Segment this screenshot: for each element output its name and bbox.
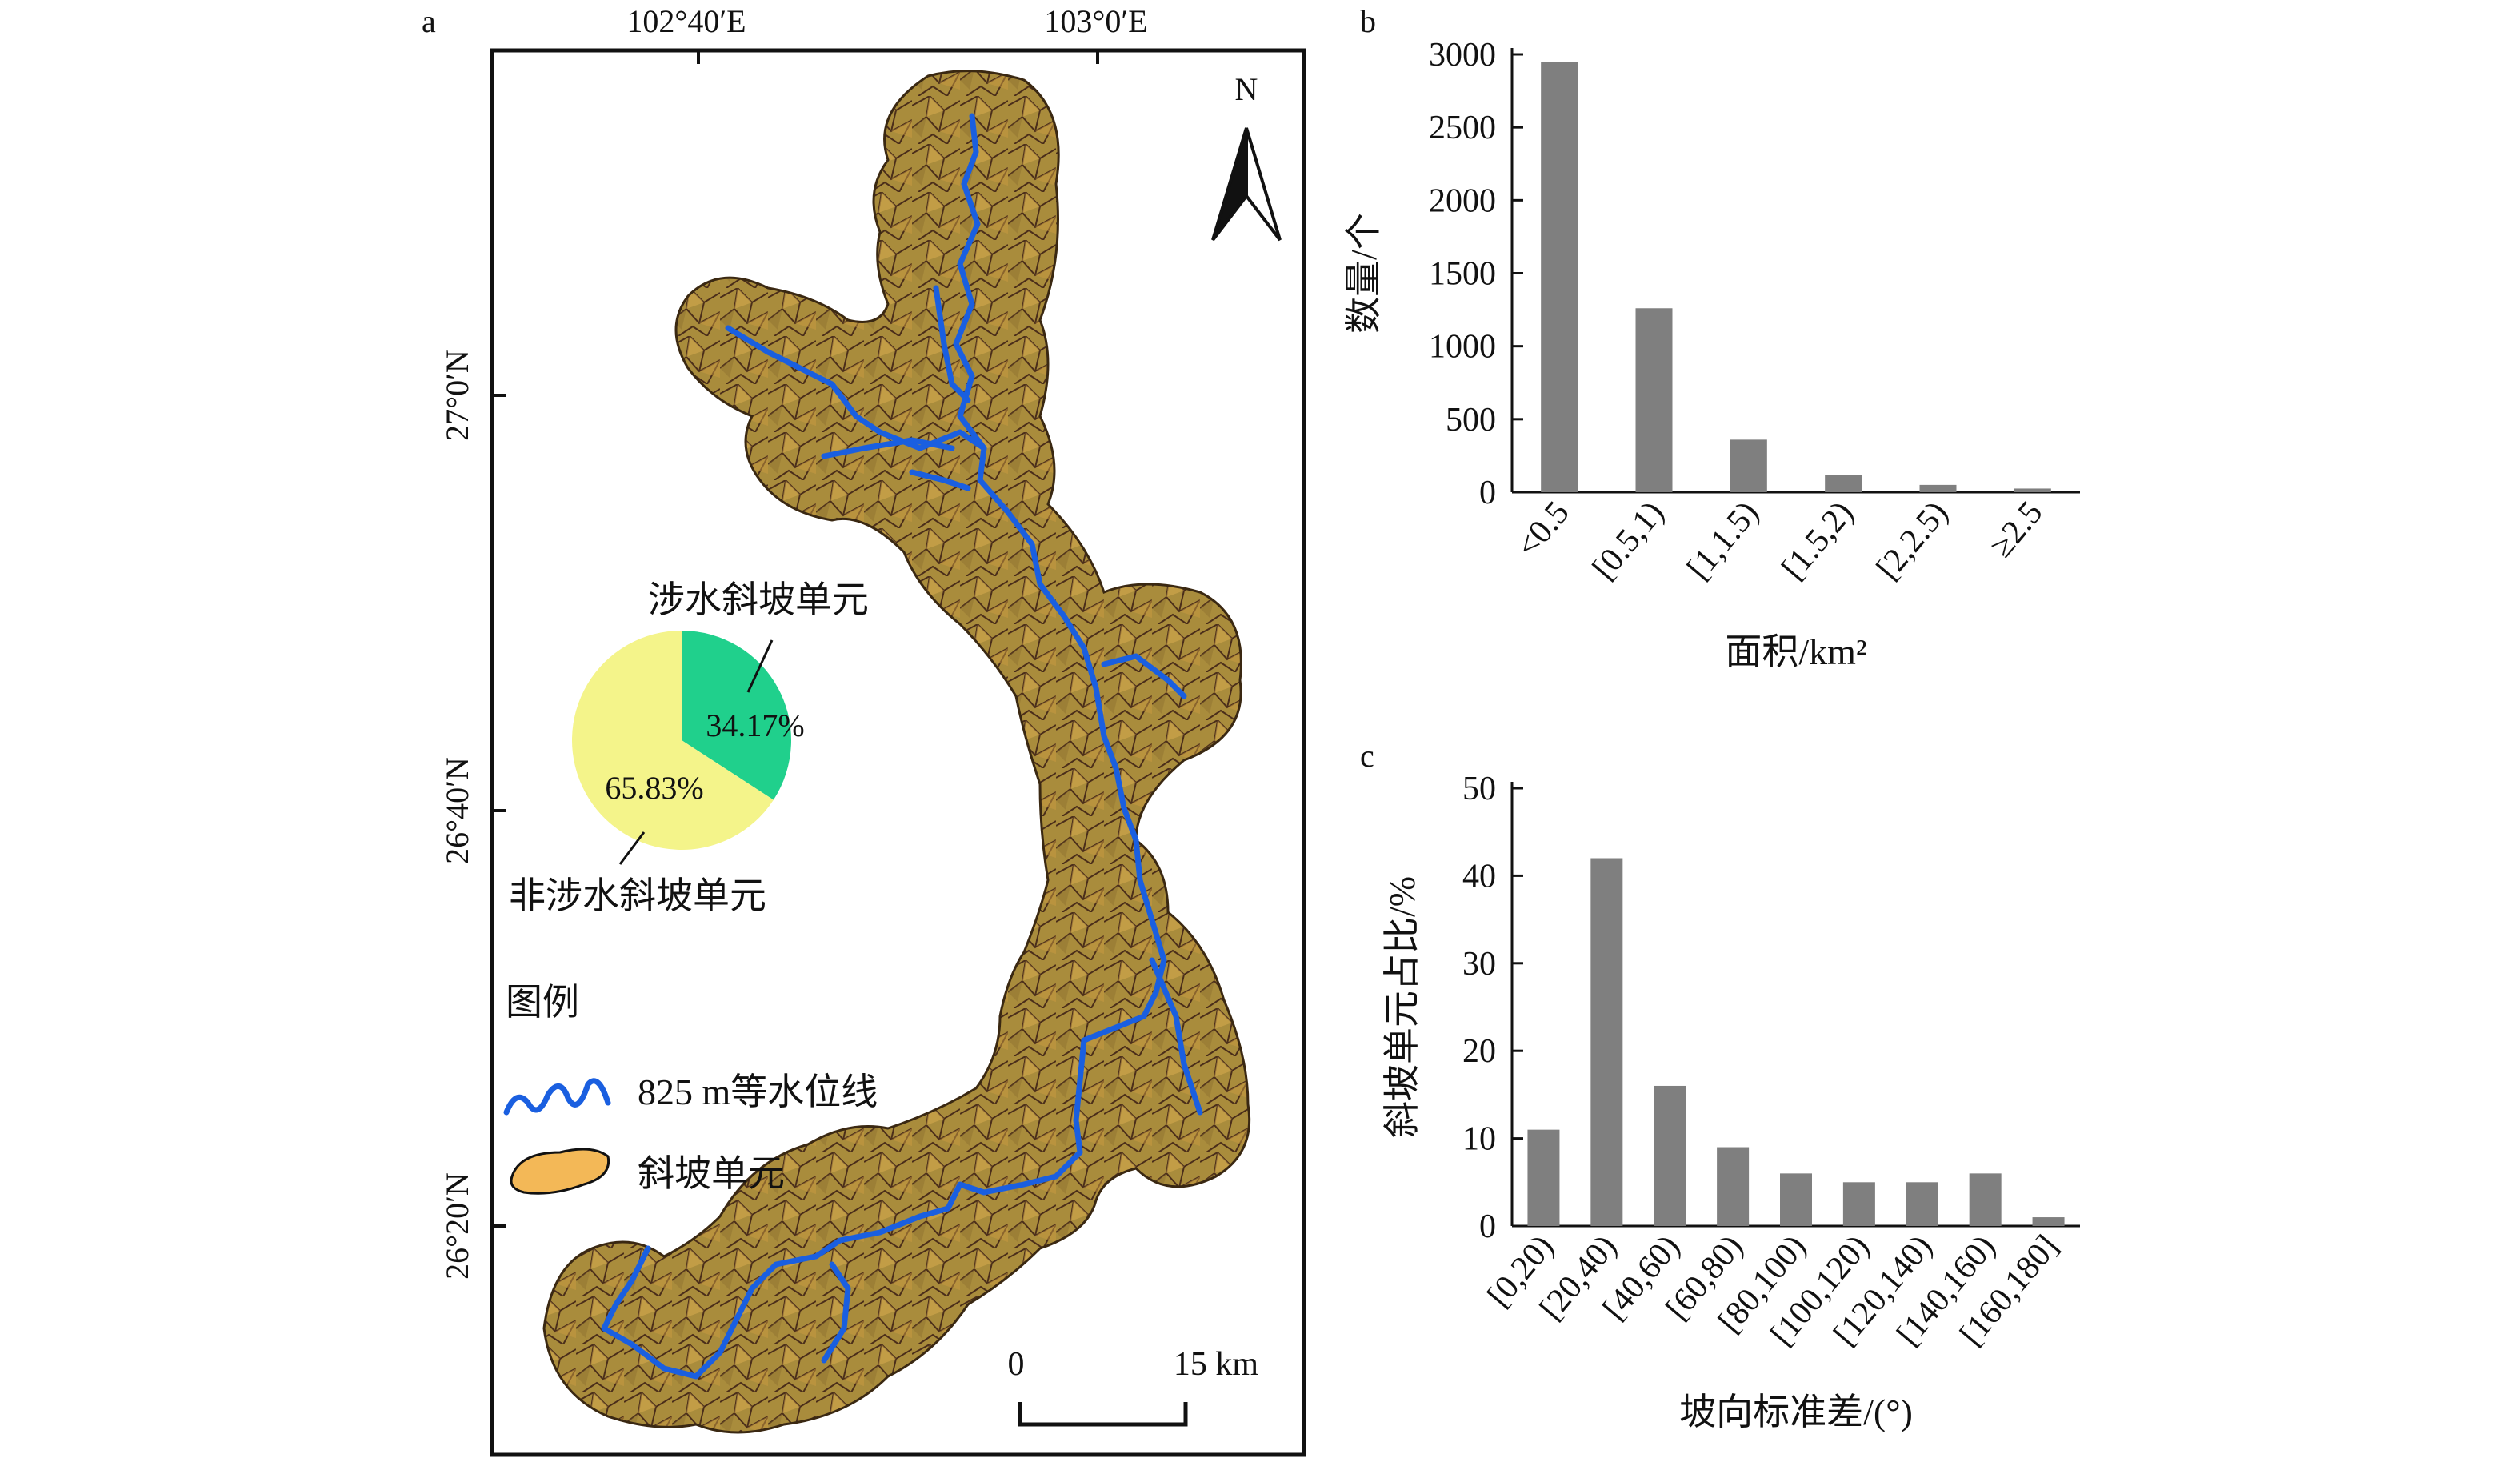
y-tick-label: 2500 [1429, 110, 1496, 146]
map-panel: a 102°40′E 103°0′E 27°0′N 26°40′N 26°20′… [422, 3, 1306, 1457]
y-tick-label: 30 [1462, 946, 1496, 983]
north-label: N [1235, 71, 1258, 107]
scale-label-end: 15 km [1174, 1346, 1259, 1383]
lon-tick-label: 102°40′E [626, 3, 746, 39]
lat-tick-label: 27°0′N [439, 350, 475, 441]
bar [1635, 308, 1673, 492]
bar [1541, 62, 1578, 492]
y-tick-label: 40 [1462, 858, 1496, 895]
bar [1780, 1173, 1812, 1226]
bar [1969, 1173, 2002, 1226]
x-axis-title: 坡向标准差/(°) [1679, 1392, 1913, 1432]
y-tick-label: 1000 [1429, 329, 1496, 366]
pie-label-nonwading: 非涉水斜坡单元 [509, 875, 766, 916]
x-tick-label: [1.5,2) [1775, 495, 1861, 587]
bar [1906, 1182, 1938, 1226]
y-tick-label: 500 [1446, 402, 1496, 439]
y-tick-label: 10 [1462, 1121, 1496, 1158]
pie-slice [682, 630, 791, 800]
legend-label-water-line: 825 m等水位线 [638, 1071, 878, 1112]
y-axis-title: 斜坡单元占比/% [1382, 876, 1422, 1138]
bar [1919, 484, 1957, 492]
x-axis-title: 面积/km² [1725, 631, 1866, 672]
legend-title: 图例 [506, 982, 579, 1023]
y-tick-label: 20 [1462, 1033, 1496, 1070]
bar [1590, 858, 1623, 1226]
histogram-area: b 0 500 1000 1500 2000 2500 3000 <0.5 [0.5,1) [1,… [1343, 3, 2080, 672]
y-axis-title: 数量/个 [1343, 213, 1384, 334]
panel-letter-c: c [1360, 738, 1374, 774]
scale-bar: 0 15 km [1008, 1346, 1259, 1427]
x-tick-label: ≥2.5 [1983, 495, 2050, 564]
y-tick-label: 1500 [1429, 256, 1496, 293]
water-level-line [601, 113, 1203, 1380]
y-tick-label: 3000 [1429, 37, 1496, 74]
bar [1730, 439, 1767, 492]
lat-tick-label: 26°20′N [439, 1172, 475, 1280]
bar [2032, 1217, 2065, 1226]
scale-label-zero: 0 [1008, 1346, 1025, 1383]
north-arrow-icon: N [1211, 71, 1282, 242]
bar [1527, 1129, 1560, 1226]
bar [1842, 1182, 1875, 1226]
blob-icon [510, 1148, 610, 1195]
bar [1654, 1085, 1686, 1226]
x-tick-label: [0.5,1) [1586, 495, 1671, 587]
map-legend: 图例 825 m等水位线 斜坡单元 [503, 982, 878, 1195]
slope-unit-area [542, 70, 1251, 1434]
pie-label-wading: 涉水斜坡单元 [648, 579, 869, 620]
wavy-line-icon [503, 1078, 611, 1116]
bar [1717, 1147, 1750, 1226]
lon-tick-label: 103°0′E [1044, 3, 1147, 39]
bar [1825, 475, 1862, 492]
y-tick-label: 0 [1479, 475, 1496, 511]
lat-tick-label: 26°40′N [439, 757, 475, 864]
y-tick-label: 0 [1479, 1208, 1496, 1245]
pie-value-nonwading: 65.83% [605, 770, 703, 806]
legend-label-slope-unit: 斜坡单元 [638, 1153, 785, 1194]
pie-value-wading: 34.17% [706, 707, 804, 743]
x-tick-label: [1,1.5) [1680, 495, 1766, 587]
x-tick-label: <0.5 [1510, 495, 1577, 565]
pie-slice [571, 631, 774, 850]
y-tick-label: 2000 [1429, 182, 1496, 219]
water-share-pie: 涉水斜坡单元 34.17% 65.83% 非涉水斜坡单元 [509, 579, 869, 916]
panel-letter-a: a [422, 3, 436, 39]
histogram-aspect: c 01020304050[0,20)[20,40)[40,60)[60,80)… [1360, 738, 2080, 1432]
pie-leader-line [746, 639, 774, 693]
y-tick-label: 50 [1462, 771, 1496, 807]
bar [2014, 488, 2051, 492]
x-tick-label: [2,2.5) [1870, 495, 1955, 587]
panel-letter-b: b [1360, 3, 1376, 39]
pie-leader-line [618, 831, 646, 865]
